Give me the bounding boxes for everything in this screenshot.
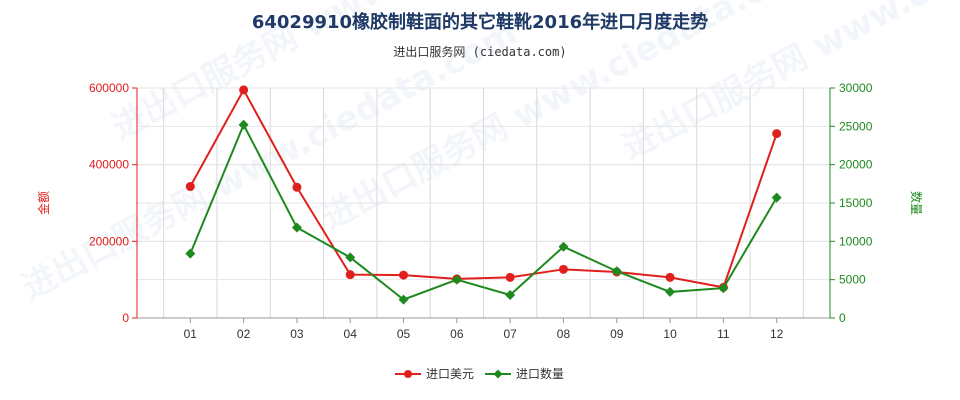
data-point bbox=[772, 129, 782, 139]
y-left-tick-label: 600000 bbox=[89, 81, 129, 95]
data-point bbox=[291, 222, 302, 233]
data-point bbox=[558, 264, 568, 274]
y-right-tick-label: 10000 bbox=[839, 234, 873, 248]
x-tick-label: 03 bbox=[290, 327, 304, 341]
y-axis-right-title: 数量 bbox=[909, 191, 924, 215]
legend-marker bbox=[404, 370, 412, 378]
data-point bbox=[238, 119, 249, 130]
data-point bbox=[185, 182, 195, 192]
x-tick-label: 04 bbox=[344, 327, 358, 341]
series-1 bbox=[185, 119, 782, 305]
data-point bbox=[398, 294, 409, 305]
legend-label: 进口数量 bbox=[516, 366, 564, 381]
data-point bbox=[718, 283, 729, 294]
series-line-1 bbox=[189, 122, 778, 301]
legend-item-0: 进口美元 bbox=[395, 367, 474, 381]
x-tick-label: 12 bbox=[770, 327, 784, 341]
chart-subtitle: 进出口服务网 (ciedata.com) bbox=[393, 44, 566, 59]
data-point bbox=[399, 270, 409, 280]
chart-title: 64029910橡胶制鞋面的其它鞋靴2016年进口月度走势 bbox=[252, 11, 708, 33]
data-point bbox=[505, 290, 516, 300]
data-point bbox=[665, 272, 675, 282]
legend: 进口美元 进口数量 bbox=[395, 366, 564, 381]
data-point bbox=[239, 85, 249, 95]
legend-marker bbox=[493, 369, 503, 379]
axes: 0 200000 400000 600000 0 5000 10000 15000 20000 2… bbox=[89, 81, 873, 341]
y-right-tick-label: 5000 bbox=[839, 273, 866, 287]
data-point bbox=[345, 270, 355, 280]
x-tick-label: 05 bbox=[397, 327, 411, 341]
data-point bbox=[611, 266, 622, 277]
grid-lines bbox=[137, 87, 830, 319]
data-point bbox=[185, 248, 196, 259]
y-right-tick-label: 20000 bbox=[839, 158, 873, 172]
x-tick-label: 10 bbox=[663, 327, 677, 341]
data-point bbox=[292, 182, 302, 192]
x-tick-label: 01 bbox=[184, 327, 198, 341]
data-point bbox=[665, 286, 676, 297]
data-point bbox=[505, 272, 515, 282]
data-point bbox=[771, 192, 782, 203]
y-left-tick-label: 400000 bbox=[89, 158, 129, 172]
x-tick-label: 07 bbox=[503, 327, 517, 341]
y-right-tick-label: 15000 bbox=[839, 196, 873, 210]
y-left-tick-label: 200000 bbox=[89, 234, 129, 248]
x-tick-label: 09 bbox=[610, 327, 624, 341]
y-right-tick-label: 0 bbox=[839, 311, 846, 325]
series-layer bbox=[185, 85, 782, 305]
x-tick-label: 11 bbox=[717, 327, 730, 341]
x-tick-label: 06 bbox=[450, 327, 464, 341]
y-axis-left-title: 金额 bbox=[36, 191, 51, 215]
watermark-text: 进出口服务网 www.ciedata.com bbox=[315, 0, 823, 238]
data-point bbox=[451, 274, 462, 285]
legend-label: 进口美元 bbox=[426, 367, 474, 381]
series-0 bbox=[185, 85, 782, 292]
data-point bbox=[345, 252, 356, 263]
legend-item-1: 进口数量 bbox=[485, 366, 564, 381]
x-tick-label: 02 bbox=[237, 327, 251, 341]
y-right-tick-label: 25000 bbox=[839, 119, 873, 133]
x-tick-label: 08 bbox=[557, 327, 571, 341]
data-point bbox=[558, 241, 569, 252]
y-left-tick-label: 0 bbox=[122, 311, 129, 325]
series-line-0 bbox=[189, 87, 778, 289]
y-right-tick-label: 30000 bbox=[839, 81, 873, 95]
